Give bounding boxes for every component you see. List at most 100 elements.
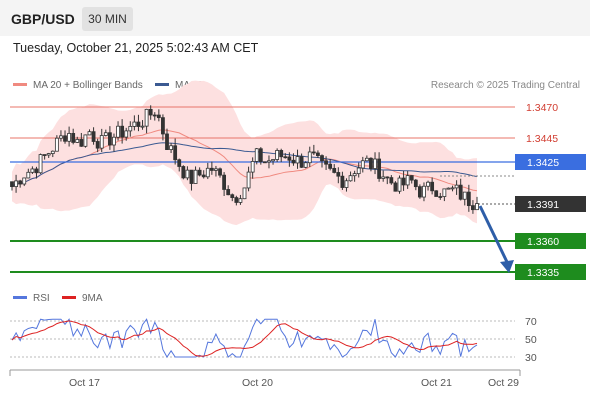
candle-body [295, 156, 300, 164]
candle-body [438, 196, 443, 198]
candle-body [283, 156, 288, 159]
candle-body [316, 152, 320, 156]
candle-body [462, 191, 467, 200]
candle-body [63, 135, 67, 142]
candle-body [271, 159, 275, 162]
candle-body [258, 148, 263, 163]
candle-body [144, 108, 149, 127]
candle-body [373, 158, 377, 169]
candle-body [10, 181, 14, 188]
candle-body [254, 148, 259, 162]
candle-body [95, 141, 100, 149]
candle-body [385, 176, 390, 179]
level-tag-text: 1.3425 [527, 157, 559, 169]
candle-body [26, 171, 31, 179]
candle-body [209, 167, 214, 171]
level-tag-text: 1.3445 [526, 133, 558, 145]
candle-body [120, 125, 125, 138]
candle-body [458, 184, 463, 200]
candle-body [422, 185, 426, 198]
candle-body [50, 150, 55, 154]
legend-ma20-label: MA 20 + Bollinger Bands [33, 80, 143, 91]
candle-body [348, 175, 353, 182]
header-bar: GBP/USD 30 MIN [0, 0, 590, 36]
candle-body [381, 176, 386, 179]
x-label-oct21: Oct 21 [421, 377, 452, 389]
candle-body [393, 182, 398, 192]
level-tag-1.3425: 1.3425 [515, 154, 586, 170]
candle-body [356, 167, 361, 175]
candle-body [332, 167, 337, 173]
candle-body [389, 177, 394, 184]
candle-body [466, 191, 471, 207]
bollinger-band [12, 80, 477, 226]
candle-body [303, 162, 308, 168]
ma20-swatch-icon [13, 82, 27, 86]
level-tag-text: 1.3470 [526, 102, 558, 114]
credit-text: Research © 2025 Trading Central [430, 80, 580, 91]
candle-body [360, 160, 365, 169]
candle-body [267, 160, 271, 163]
candle-body [34, 168, 39, 174]
forecast-arrow [478, 205, 514, 273]
candle-body [112, 136, 116, 146]
candle-body [38, 154, 43, 174]
level-tag-text: 1.3335 [527, 267, 559, 279]
candle-body [344, 180, 349, 188]
candle-body [79, 139, 84, 147]
candle-body [54, 137, 59, 152]
candle-body [71, 132, 76, 143]
candle-body [128, 126, 133, 132]
level-tag-1.3445: 1.3445 [526, 133, 558, 145]
candle-body [434, 190, 439, 197]
level-tag-1.3391: 1.3391 [515, 196, 586, 212]
candle-body [307, 151, 312, 164]
level-tag-1.3360: 1.3360 [515, 233, 586, 249]
x-label-oct29: Oct 29 [488, 377, 519, 389]
candle-body [165, 133, 169, 150]
level-tag-text: 1.3360 [527, 236, 559, 248]
candle-body [417, 186, 422, 198]
candle-body [246, 171, 251, 189]
candle-body [230, 194, 235, 198]
candle-body [67, 132, 72, 142]
candle-body [107, 132, 112, 146]
candle-body [18, 180, 23, 185]
candle-body [181, 166, 186, 179]
candle-body [75, 139, 80, 143]
candle-body [59, 135, 63, 139]
candle-body [426, 181, 430, 187]
candle-body [475, 203, 479, 211]
legend-ma20: MA 20 + Bollinger Bands [13, 80, 143, 91]
candle-body [156, 114, 161, 119]
candle-body [222, 174, 227, 190]
x-label-oct17: Oct 17 [69, 377, 100, 389]
candles-group [10, 105, 479, 214]
candle-body [226, 189, 231, 196]
candle-body [87, 131, 92, 136]
candle-body [336, 172, 341, 177]
candle-body [136, 121, 141, 127]
candle-body [405, 175, 410, 186]
candle-body [205, 167, 210, 178]
candle-body [242, 187, 247, 200]
candle-body [328, 163, 333, 169]
ma50-swatch-icon [155, 82, 169, 86]
candle-body [99, 135, 104, 149]
candle-body [22, 177, 27, 185]
candle-body [250, 161, 255, 173]
candle-body [83, 134, 88, 147]
legend-9ma: 9MA [62, 293, 103, 304]
candle-body [161, 117, 165, 135]
candle-body [320, 155, 324, 162]
candle-body [275, 150, 280, 160]
candle-body [401, 177, 406, 186]
timeframe-badge[interactable]: 30 MIN [82, 7, 133, 31]
candle-body [262, 161, 267, 164]
legend-9ma-label: 9MA [82, 293, 103, 304]
candle-body [442, 188, 447, 197]
rsi-swatch-icon [13, 295, 27, 299]
x-label-oct20: Oct 20 [242, 377, 273, 389]
rsi-tick-30: 30 [525, 352, 537, 364]
